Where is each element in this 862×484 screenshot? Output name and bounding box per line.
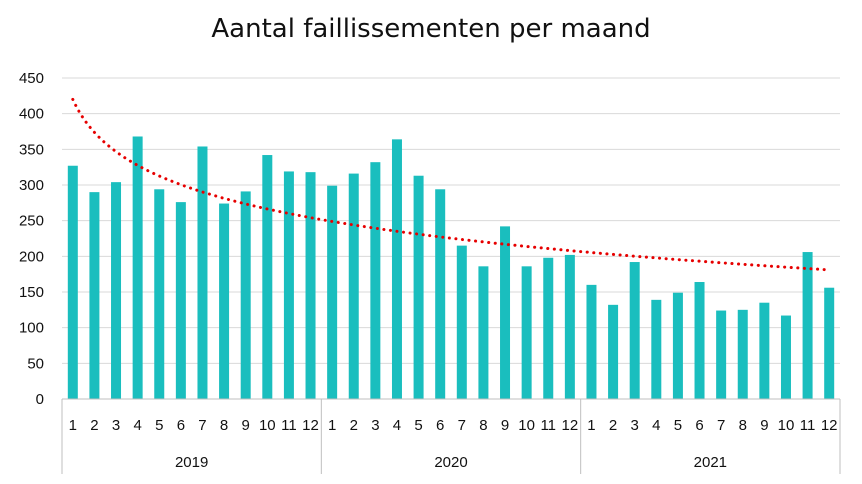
month-label: 7: [717, 417, 725, 434]
month-label: 9: [760, 417, 768, 434]
bar: [694, 282, 705, 399]
month-label: 4: [133, 417, 141, 434]
bar: [391, 139, 402, 399]
month-label: 12: [562, 417, 579, 434]
month-label: 6: [695, 417, 703, 434]
month-label: 10: [518, 417, 535, 434]
bar: [824, 287, 835, 399]
y-tick-label: 200: [19, 248, 44, 265]
month-label: 12: [821, 417, 838, 434]
bar: [672, 292, 683, 399]
month-label: 11: [540, 417, 556, 434]
bar: [478, 266, 489, 399]
bar: [67, 165, 78, 399]
y-tick-label: 0: [36, 391, 44, 408]
y-tick-label: 100: [19, 320, 44, 337]
bar: [262, 155, 273, 399]
bar: [543, 257, 554, 399]
bar: [564, 254, 575, 399]
bar: [89, 192, 100, 399]
bar: [500, 226, 511, 399]
y-tick-label: 300: [19, 177, 44, 194]
y-tick-label: 450: [19, 70, 44, 87]
bar: [737, 309, 748, 399]
y-tick-label: 350: [19, 141, 44, 158]
month-label: 4: [652, 417, 660, 434]
month-label: 8: [220, 417, 228, 434]
bar: [111, 182, 122, 399]
chart-title: Aantal faillissementen per maand: [211, 14, 651, 44]
bar: [327, 185, 338, 399]
bar: [651, 299, 662, 399]
bar: [521, 266, 532, 399]
month-label: 6: [436, 417, 444, 434]
month-label: 8: [739, 417, 747, 434]
month-label: 9: [501, 417, 509, 434]
bar: [586, 284, 597, 399]
month-label: 1: [587, 417, 595, 434]
month-label: 8: [479, 417, 487, 434]
month-label: 3: [631, 417, 639, 434]
month-label: 5: [674, 417, 682, 434]
bar: [305, 172, 316, 399]
month-label: 4: [393, 417, 401, 434]
bar: [240, 191, 251, 399]
month-label: 1: [328, 417, 336, 434]
y-tick-label: 400: [19, 106, 44, 123]
month-label: 3: [371, 417, 379, 434]
y-tick-label: 250: [19, 213, 44, 230]
bar: [283, 171, 294, 399]
y-tick-label: 50: [27, 355, 44, 372]
month-label: 3: [112, 417, 120, 434]
bar: [219, 203, 230, 399]
month-label: 2: [609, 417, 617, 434]
bar: [759, 302, 770, 399]
bar: [348, 173, 359, 399]
bar: [132, 136, 143, 399]
month-label: 11: [281, 417, 297, 434]
bar: [154, 189, 165, 399]
month-label: 1: [69, 417, 77, 434]
month-label: 11: [800, 417, 816, 434]
bar: [435, 189, 446, 399]
bar: [608, 304, 619, 399]
year-label: 2020: [434, 454, 467, 471]
month-label: 10: [778, 417, 795, 434]
month-label: 12: [302, 417, 319, 434]
month-label: 10: [259, 417, 276, 434]
month-label: 7: [198, 417, 206, 434]
bar: [370, 162, 381, 399]
bar: [413, 175, 424, 399]
bar: [780, 315, 791, 399]
bar: [456, 245, 467, 399]
bar: [629, 262, 640, 399]
month-label: 6: [177, 417, 185, 434]
y-tick-label: 150: [19, 284, 44, 301]
month-label: 7: [458, 417, 466, 434]
month-label: 2: [90, 417, 98, 434]
month-label: 9: [242, 417, 250, 434]
month-label: 5: [414, 417, 422, 434]
month-label: 5: [155, 417, 163, 434]
bar: [716, 310, 727, 399]
bar: [197, 146, 208, 399]
bar: [802, 252, 813, 399]
year-label: 2021: [694, 454, 727, 471]
month-label: 2: [350, 417, 358, 434]
trendline: [71, 97, 829, 272]
bar: [175, 202, 186, 399]
year-label: 2019: [175, 454, 208, 471]
